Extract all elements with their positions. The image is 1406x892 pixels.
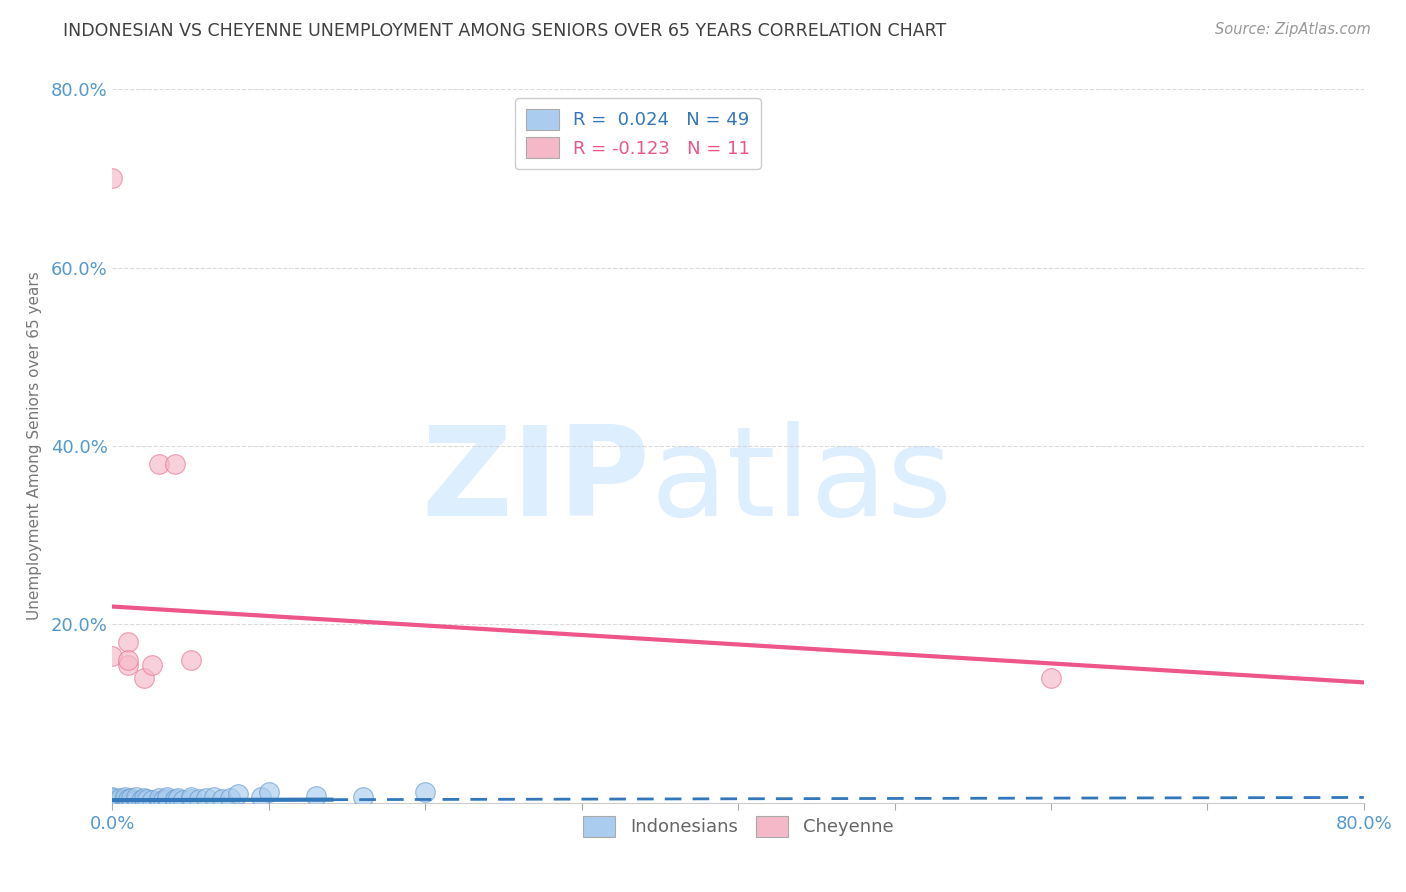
Point: [415, 785, 437, 799]
Point: [156, 792, 179, 806]
Point: [141, 793, 163, 807]
Point: [101, 648, 124, 663]
Point: [172, 793, 194, 807]
Point: [135, 792, 157, 806]
Point: [114, 790, 136, 805]
Point: [117, 794, 139, 808]
Point: [218, 791, 240, 805]
Point: [101, 793, 124, 807]
Point: [163, 792, 186, 806]
Point: [163, 457, 186, 471]
Point: [148, 791, 170, 805]
Point: [101, 171, 124, 186]
Point: [101, 794, 124, 808]
Legend: Indonesians, Cheyenne: Indonesians, Cheyenne: [575, 808, 901, 844]
Point: [110, 793, 132, 807]
Point: [195, 791, 218, 805]
Point: [132, 794, 155, 808]
Point: [180, 792, 202, 806]
Point: [101, 796, 124, 810]
Point: [117, 792, 139, 806]
Point: [257, 785, 280, 799]
Point: [117, 635, 139, 649]
Point: [163, 794, 186, 808]
Point: [101, 796, 124, 810]
Point: [114, 794, 136, 808]
Text: Source: ZipAtlas.com: Source: ZipAtlas.com: [1215, 22, 1371, 37]
Point: [156, 790, 179, 805]
Point: [101, 791, 124, 805]
Point: [352, 790, 374, 805]
Point: [250, 789, 273, 804]
Point: [110, 796, 132, 810]
Point: [125, 790, 148, 805]
Point: [101, 791, 124, 805]
Point: [211, 792, 233, 806]
Point: [101, 792, 124, 806]
Point: [187, 792, 209, 806]
Point: [120, 791, 142, 805]
Point: [180, 790, 202, 805]
Y-axis label: Unemployment Among Seniors over 65 years: Unemployment Among Seniors over 65 years: [27, 272, 42, 620]
Point: [148, 457, 170, 471]
Point: [148, 794, 170, 808]
Point: [202, 790, 225, 805]
Point: [180, 653, 202, 667]
Point: [132, 671, 155, 685]
Point: [101, 794, 124, 808]
Point: [129, 793, 152, 807]
Point: [167, 791, 190, 805]
Point: [132, 791, 155, 805]
Point: [114, 792, 136, 806]
Point: [101, 793, 124, 807]
Text: atlas: atlas: [651, 421, 953, 542]
Point: [226, 787, 249, 801]
Point: [117, 657, 139, 672]
Point: [117, 653, 139, 667]
Point: [125, 793, 148, 807]
Point: [101, 790, 124, 805]
Text: INDONESIAN VS CHEYENNE UNEMPLOYMENT AMONG SENIORS OVER 65 YEARS CORRELATION CHAR: INDONESIAN VS CHEYENNE UNEMPLOYMENT AMON…: [63, 22, 946, 40]
Point: [1039, 671, 1063, 685]
Point: [305, 789, 328, 803]
Point: [110, 791, 132, 805]
Point: [141, 657, 163, 672]
Text: ZIP: ZIP: [422, 421, 651, 542]
Point: [152, 793, 174, 807]
Point: [120, 795, 142, 809]
